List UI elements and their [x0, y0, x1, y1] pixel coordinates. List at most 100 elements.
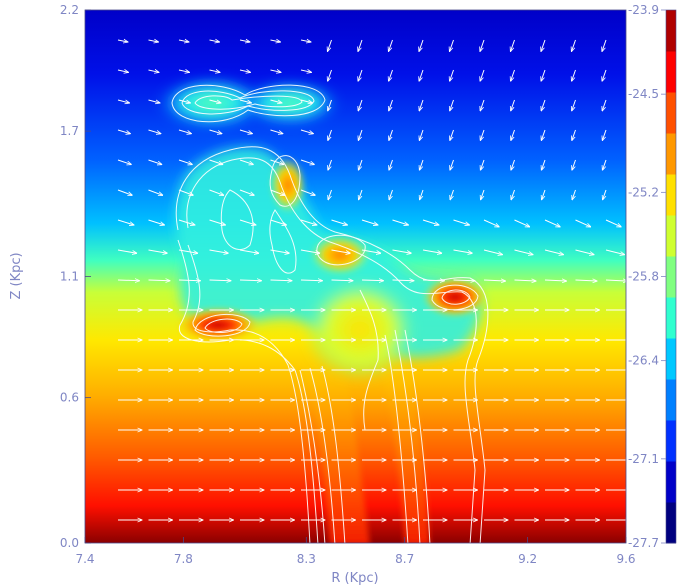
velocity-arrow [209, 189, 224, 195]
colorbar-segment [666, 256, 676, 298]
colorbar-ticks: -23.9 -24.5 -25.2 -25.8 -26.4 -27.1 -27.7 [628, 3, 666, 550]
velocity-arrow [239, 70, 250, 72]
velocity-arrow [483, 249, 502, 255]
velocity-arrow [239, 280, 261, 281]
velocity-arrow [270, 249, 290, 253]
velocity-arrow [239, 99, 251, 103]
velocity-arrow [300, 280, 322, 281]
velocity-arrow [359, 189, 363, 200]
velocity-arrow [419, 99, 424, 111]
velocity-arrow [514, 249, 533, 255]
colorbar-tick-label: -27.7 [628, 536, 659, 550]
colorbar-segment [666, 174, 676, 216]
velocity-arrow [239, 40, 250, 42]
velocity-arrow [572, 39, 576, 51]
velocity-arrow [541, 159, 546, 170]
velocity-arrow [239, 219, 256, 225]
velocity-arrow [148, 219, 165, 225]
velocity-arrow [605, 280, 626, 281]
velocity-arrow [450, 129, 454, 140]
contour-inner-9 [220, 189, 254, 250]
contour-main-2 [186, 157, 477, 543]
velocity-arrow [239, 249, 259, 253]
velocity-arrow [361, 280, 383, 281]
velocity-arrow [480, 159, 485, 170]
velocity-arrow [541, 99, 546, 111]
contour-upper-2 [181, 90, 315, 115]
velocity-arrow [361, 219, 378, 225]
upper-cloud-left [157, 77, 267, 129]
colorbar-tick-label: -23.9 [628, 3, 659, 17]
velocity-arrow [541, 69, 546, 81]
velocity-arrow [575, 280, 597, 281]
velocity-arrow [117, 129, 130, 134]
velocity-arrow [331, 280, 353, 281]
velocity-arrow [178, 40, 189, 42]
contour-inner-8 [359, 289, 379, 431]
velocity-arrow [358, 69, 363, 81]
colorbar-tick-label: -26.4 [628, 354, 659, 368]
velocity-arrow [148, 249, 168, 253]
colorbar-segment [666, 420, 676, 462]
velocity-arrow [117, 159, 131, 164]
velocity-arrow [572, 159, 576, 170]
velocity-arrow [328, 69, 332, 81]
velocity-arrow [419, 69, 424, 81]
velocity-arrow [209, 249, 229, 253]
velocity-arrow [270, 129, 283, 134]
velocity-arrow [178, 129, 191, 134]
velocity-arrow [602, 129, 607, 140]
velocity-arrow [422, 280, 444, 281]
velocity-arrow [514, 280, 536, 281]
y-tick-label: 1.1 [60, 270, 79, 284]
velocity-arrow [572, 189, 576, 200]
velocity-arrow [450, 99, 454, 111]
velocity-arrow [511, 39, 515, 51]
colorbar-segment [666, 10, 676, 52]
velocity-arrow [544, 249, 563, 255]
velocity-arrow [117, 40, 128, 42]
contour-upper-3 [194, 95, 303, 110]
y-tick-label: 0.0 [60, 536, 79, 550]
y-tick-label: 2.2 [60, 3, 79, 17]
velocity-arrow [572, 129, 576, 140]
colorbar-segment [666, 215, 676, 257]
velocity-arrow [178, 189, 193, 195]
colorbar-segment [666, 502, 676, 544]
velocity-arrow [358, 159, 363, 170]
velocity-arrow [572, 99, 576, 111]
velocity-arrow [148, 99, 160, 103]
velocity-arrow [178, 219, 195, 225]
velocity-arrow [328, 189, 332, 200]
velocity-arrow [178, 159, 192, 164]
hot-spot-upper [270, 157, 306, 213]
colorbar-segment [666, 51, 676, 93]
velocity-arrow [511, 99, 515, 111]
velocity-arrow [117, 280, 139, 281]
velocity-arrow [148, 129, 161, 134]
velocity-arrow [480, 39, 485, 51]
velocity-arrow [575, 249, 594, 255]
warm-patch [310, 235, 370, 275]
velocity-arrow [270, 40, 281, 42]
velocity-arrow [270, 70, 281, 72]
velocity-arrow [209, 219, 226, 225]
colorbar-segment [666, 338, 676, 380]
velocity-arrow [483, 280, 505, 281]
velocity-arrow [239, 129, 252, 134]
velocity-arrow [148, 189, 163, 195]
contour-main-10 [384, 334, 409, 543]
contour-main-1 [175, 146, 489, 543]
velocity-arrow [300, 70, 311, 72]
velocity-arrow [605, 219, 621, 227]
velocity-arrow [419, 159, 424, 170]
velocity-arrow [511, 129, 515, 140]
velocity-arrow [389, 159, 393, 170]
velocity-arrow [358, 129, 363, 140]
velocity-arrow [300, 159, 314, 164]
x-tick-label: 7.8 [174, 552, 193, 566]
velocity-arrow [514, 219, 530, 227]
velocity-arrow [209, 129, 222, 134]
velocity-arrow [453, 219, 470, 225]
density-contours [171, 84, 489, 543]
